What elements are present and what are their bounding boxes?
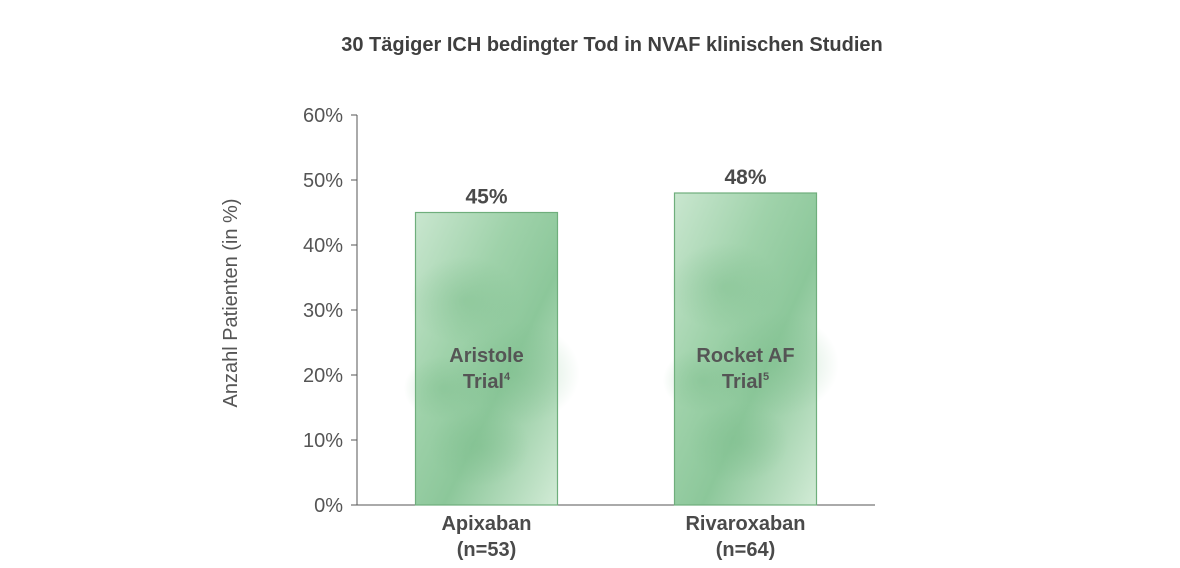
bar-texture <box>688 402 789 483</box>
y-tick-label: 20% <box>303 365 343 387</box>
x-category-sublabel: (n=53) <box>457 539 516 561</box>
labels: 45% Aristole Trial4 Apixaban (n=53) 48% Rocket… <box>441 166 805 561</box>
y-tick-label: 60% <box>303 105 343 127</box>
bar-annotation-line2: Trial5 <box>722 371 769 393</box>
bar-annotation-line2: Trial4 <box>463 371 511 393</box>
y-tick-label: 40% <box>303 235 343 257</box>
value-label: 48% <box>724 166 766 189</box>
y-tick-label: 10% <box>303 430 343 452</box>
chart-title: 30 Tägiger ICH bedingter Tod in NVAF kli… <box>341 34 883 56</box>
y-axis-label: Anzahl Patienten (in %) <box>220 198 242 407</box>
bar-texture <box>410 256 521 345</box>
bars <box>403 192 839 506</box>
bar-texture <box>669 242 780 331</box>
bar-texture <box>449 321 580 426</box>
x-category-label: Rivaroxaban <box>685 513 805 535</box>
bar-texture <box>403 356 484 420</box>
bar-group <box>403 211 580 506</box>
bar-texture <box>662 348 743 413</box>
y-axis-ticks: 0% 10% 20% 30% 40% 50% 60% <box>303 105 357 517</box>
x-category-sublabel: (n=64) <box>716 539 775 561</box>
y-tick-label: 30% <box>303 300 343 322</box>
y-tick-label: 0% <box>314 495 343 517</box>
x-category-label: Apixaban <box>441 513 531 535</box>
bar-group <box>662 192 839 506</box>
bar-texture <box>429 406 530 487</box>
bar-annotation-line1: Rocket AF <box>696 345 794 367</box>
y-tick-label: 50% <box>303 170 343 192</box>
bar-texture <box>708 312 839 417</box>
bar-annotation-line1: Aristole <box>449 345 523 367</box>
value-label: 45% <box>465 186 507 209</box>
